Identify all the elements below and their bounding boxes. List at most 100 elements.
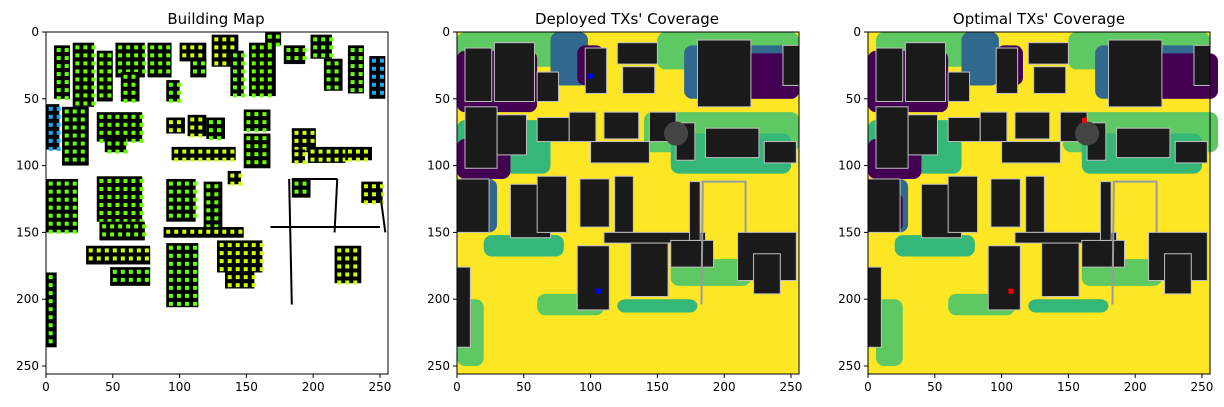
- sensor-dot: [259, 93, 264, 98]
- sensor-dot: [56, 96, 61, 101]
- sensor-dot: [123, 194, 128, 199]
- sensor-dot: [214, 200, 219, 205]
- sensor-dot: [241, 85, 246, 90]
- building: [688, 181, 701, 241]
- sensor-dot: [217, 136, 222, 141]
- y-tick-label: 100: [427, 159, 450, 173]
- sensor-dot: [115, 122, 120, 127]
- sensor-dot: [104, 248, 109, 253]
- sensor-dot: [184, 269, 189, 274]
- sensor-dot: [302, 152, 307, 157]
- sensor-dot: [136, 256, 141, 261]
- building: [536, 175, 568, 233]
- sensor-dot: [126, 69, 131, 74]
- sensor-dot: [56, 106, 61, 111]
- building: [1025, 175, 1045, 233]
- sensor-dot: [345, 248, 350, 253]
- sensor-dot: [56, 88, 61, 93]
- sensor-dot: [99, 69, 104, 74]
- sensor-dot: [115, 219, 120, 224]
- sensor-dot: [294, 160, 299, 165]
- sensor-dot: [48, 130, 53, 135]
- sensor-dot: [214, 208, 219, 213]
- sensor-dot: [168, 285, 173, 290]
- sensor-dot: [190, 149, 195, 154]
- sensor-dot: [379, 66, 384, 71]
- sensor-dot: [123, 82, 128, 87]
- sensor-dot: [238, 181, 243, 186]
- sensor-dot: [267, 34, 272, 39]
- sensor-dot: [80, 149, 85, 154]
- y-tick-label: 50: [846, 92, 861, 106]
- sensor-dot: [192, 213, 197, 218]
- sensor-dot: [379, 74, 384, 79]
- sensor-dot: [262, 144, 267, 149]
- x-tick-label: 200: [1124, 380, 1147, 394]
- sensor-dot: [294, 138, 299, 143]
- sensor-dot: [190, 117, 195, 122]
- sensor-dot: [134, 45, 139, 50]
- sensor-dot: [353, 272, 358, 277]
- sensor-dot: [102, 224, 107, 229]
- sensor-dot: [326, 149, 331, 154]
- sensor-dot: [64, 125, 69, 130]
- sensor-dot: [251, 85, 256, 90]
- sensor-dot: [251, 45, 256, 50]
- sensor-dot: [75, 69, 80, 74]
- sensor-dot: [168, 269, 173, 274]
- sensor-dot: [379, 184, 384, 189]
- sensor-dot: [48, 221, 53, 226]
- sensor-dot: [235, 251, 240, 256]
- sensor-dot: [168, 120, 173, 125]
- sensor-dot: [206, 208, 211, 213]
- sensor-dot: [174, 149, 179, 154]
- building: [867, 266, 882, 348]
- sensor-dot: [190, 53, 195, 58]
- sensor-dot: [72, 213, 77, 218]
- sensor-dot: [56, 213, 61, 218]
- sensor-dot: [115, 149, 120, 154]
- sensor-dot: [131, 194, 136, 199]
- building: [1001, 141, 1061, 164]
- y-tick-label: 0: [442, 25, 450, 39]
- sensor-dot: [214, 229, 219, 234]
- sensor-dot: [80, 157, 85, 162]
- x-tick-label: 0: [42, 380, 50, 394]
- sensor-dot: [294, 130, 299, 135]
- sensor-dot: [91, 85, 96, 90]
- sensor-dot: [75, 85, 80, 90]
- sensor-dot: [192, 253, 197, 258]
- sensor-dot: [192, 269, 197, 274]
- x-tick-label: 150: [235, 380, 258, 394]
- sensor-dot: [214, 224, 219, 229]
- sensor-dot: [115, 194, 120, 199]
- sensor-dot: [176, 277, 181, 282]
- sensor-dot: [131, 98, 136, 103]
- sensor-dot: [246, 128, 251, 133]
- sensor-dot: [139, 203, 144, 208]
- sensor-dot: [176, 120, 181, 125]
- sensor-dot: [139, 178, 144, 183]
- sensor-dot: [217, 128, 222, 133]
- sensor-dot: [345, 264, 350, 269]
- sensor-dot: [107, 211, 112, 216]
- sensor-dot: [206, 149, 211, 154]
- sensor-dot: [56, 72, 61, 77]
- sensor-dot: [99, 178, 104, 183]
- sensor-dot: [142, 61, 147, 66]
- sensor-dot: [310, 157, 315, 162]
- sensor-dot: [326, 77, 331, 82]
- sensor-dot: [56, 122, 61, 127]
- sensor-dot: [302, 160, 307, 165]
- sensor-dot: [214, 61, 219, 66]
- sensor-dot: [48, 181, 53, 186]
- axes-frame: [867, 31, 1211, 375]
- sensor-dot: [158, 69, 163, 74]
- sensor-dot: [192, 277, 197, 282]
- sensor-dot: [294, 152, 299, 157]
- sensor-dot: [302, 138, 307, 143]
- x-tick-label: 100: [168, 380, 191, 394]
- sensor-dot: [302, 56, 307, 61]
- sensor-dot: [345, 280, 350, 285]
- sensor-dot: [337, 256, 342, 261]
